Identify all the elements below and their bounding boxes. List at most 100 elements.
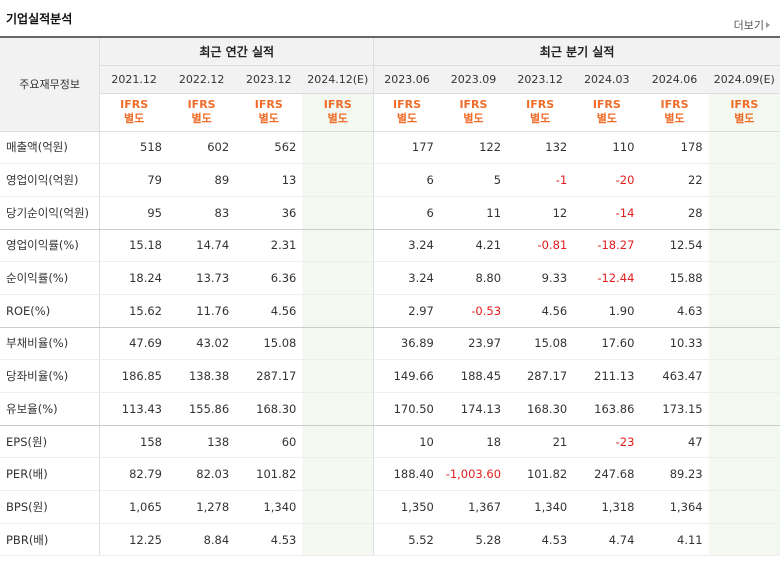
ifrs-sub-label: 별도 [463, 112, 484, 125]
table-cell: 82.03 [168, 457, 236, 492]
table-cell [302, 425, 374, 459]
table-cell: -23 [573, 425, 641, 459]
more-link[interactable]: 더보기 [734, 17, 770, 33]
table-cell [708, 131, 780, 165]
table-cell [708, 294, 780, 328]
table-row: BPS(원) 1,065 1,278 1,340 1,350 1,367 1,340 1,31… [0, 490, 780, 524]
table-cell: 95 [99, 196, 168, 230]
table-row: PBR(배) 12.25 8.84 4.53 5.52 5.28 4.53 4.74 4.11 [0, 523, 780, 557]
table-cell: -0.81 [507, 229, 574, 263]
table-cell: 15.18 [99, 229, 168, 263]
table-cell: 89 [168, 163, 236, 197]
table-cell: 188.45 [439, 359, 508, 393]
table-cell [302, 327, 374, 361]
quarter-group-header: 최근 분기 실적 [373, 36, 780, 66]
arrow-right-icon [766, 22, 770, 28]
table-cell: 155.86 [168, 392, 236, 426]
table-cell: 186.85 [99, 359, 168, 393]
period-header: 2024.06 [640, 65, 709, 94]
table-cell: 6 [373, 196, 440, 230]
period-header: 2024.09(E) [708, 65, 780, 94]
table-cell: 15.88 [640, 261, 709, 295]
ifrs-badge: IFRS 별도 [99, 93, 168, 132]
table-cell: 110 [573, 131, 641, 165]
table-cell [708, 229, 780, 263]
period-header: 2023.12 [235, 65, 303, 94]
table-cell: 168.30 [235, 392, 303, 426]
table-cell: 2.31 [235, 229, 303, 263]
period-header: 2023.09 [439, 65, 508, 94]
table-cell: 21 [507, 425, 574, 459]
table-cell: 188.40 [373, 457, 440, 492]
table-cell [302, 261, 374, 295]
table-cell: 4.63 [640, 294, 709, 328]
period-header: 2024.03 [573, 65, 641, 94]
table-cell: 178 [640, 131, 709, 165]
row-label: 순이익률(%) [0, 261, 101, 295]
table-cell: 13.73 [168, 261, 236, 295]
table-cell: 36.89 [373, 327, 440, 361]
table-cell [708, 523, 780, 557]
section-header: 기업실적분석 더보기 [0, 0, 780, 36]
table-cell: 174.13 [439, 392, 508, 426]
table-cell: 1,364 [640, 490, 709, 524]
table-cell: 4.11 [640, 523, 709, 557]
ifrs-label: IFRS [323, 98, 352, 111]
table-cell [302, 457, 374, 492]
table-cell: 47 [640, 425, 709, 459]
table-cell: 3.24 [373, 229, 440, 263]
table-cell: 158 [99, 425, 168, 459]
table-cell: 163.86 [573, 392, 641, 426]
table-row: 영업이익(억원) 79 89 13 6 5 -1 -20 22 [0, 163, 780, 197]
table-cell: 15.08 [235, 327, 303, 361]
table-cell: 2.97 [373, 294, 440, 328]
table-cell: -1 [507, 163, 574, 197]
table-cell: 287.17 [507, 359, 574, 393]
period-header: 2024.12(E) [302, 65, 374, 94]
ifrs-label: IFRS [660, 98, 689, 111]
table-cell: 8.84 [168, 523, 236, 557]
table-row: 부채비율(%) 47.69 43.02 15.08 36.89 23.97 15.08 17.… [0, 327, 780, 361]
ifrs-sub-label: 별도 [396, 112, 418, 125]
ifrs-badge: IFRS 별도 [168, 93, 236, 132]
table-row: 매출액(억원) 518 602 562 177 122 132 110 178 [0, 131, 780, 165]
table-cell: 17.60 [573, 327, 641, 361]
table-cell [302, 294, 374, 328]
table-cell [708, 425, 780, 459]
table-cell [302, 392, 374, 426]
table-cell: 4.56 [235, 294, 303, 328]
table-cell: 18 [439, 425, 508, 459]
table-cell: 11.76 [168, 294, 236, 328]
ifrs-badge: IFRS 별도 [302, 93, 374, 132]
row-label: 유보율(%) [0, 392, 101, 426]
row-label: 당좌비율(%) [0, 359, 101, 393]
table-cell: -18.27 [573, 229, 641, 263]
table-cell: 5.52 [373, 523, 440, 557]
annual-group-header: 최근 연간 실적 [99, 36, 375, 66]
table-cell: 6 [373, 163, 440, 197]
ifrs-sub-label: 별도 [530, 112, 551, 125]
ifrs-sub-label: 별도 [258, 112, 279, 125]
table-cell [708, 490, 780, 524]
ifrs-badge: IFRS 별도 [235, 93, 303, 132]
table-cell [302, 359, 374, 393]
table-cell: 562 [235, 131, 303, 165]
table-cell: 15.62 [99, 294, 168, 328]
table-cell: 14.74 [168, 229, 236, 263]
table-cell: 602 [168, 131, 236, 165]
table-cell: 23.97 [439, 327, 508, 361]
table-cell: 6.36 [235, 261, 303, 295]
table-cell: 15.08 [507, 327, 574, 361]
table-cell: 211.13 [573, 359, 641, 393]
table-cell: 1,350 [373, 490, 440, 524]
ifrs-sub-label: 별도 [734, 112, 755, 125]
table-cell: 177 [373, 131, 440, 165]
table-cell [302, 131, 374, 165]
table-cell [302, 196, 374, 230]
period-header: 2023.06 [373, 65, 440, 94]
table-cell [302, 163, 374, 197]
table-cell: 247.68 [573, 457, 641, 492]
ifrs-sub-label: 별도 [664, 112, 685, 125]
row-label: ROE(%) [0, 294, 101, 328]
row-header-label: 주요재무정보 [0, 36, 101, 132]
